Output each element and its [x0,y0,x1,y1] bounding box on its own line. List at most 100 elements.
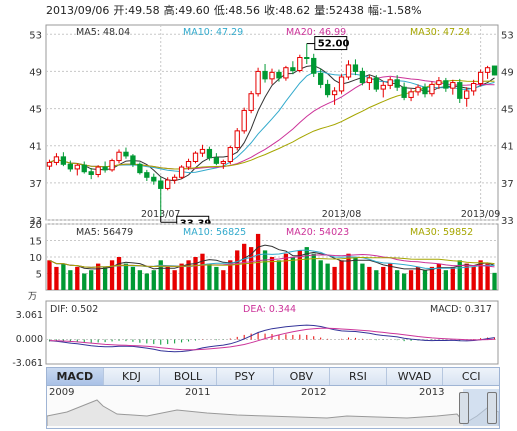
candle-body [401,86,407,98]
candle-body [165,179,171,189]
candlestick [380,81,386,98]
volume-ma5-line [49,244,495,271]
volume-bar [193,257,198,290]
candlestick [290,61,296,75]
candlestick [130,154,136,168]
tab-psy[interactable]: PSY [217,368,274,385]
candle-body [429,83,435,95]
candlestick [415,84,421,96]
candlestick [53,153,60,166]
volume-bar [374,270,379,290]
stock-quote-header: 2013/09/06 开:49.58 高:49.60 低:48.56 收:48.62 量:… [46,2,506,18]
volume-bars [47,233,497,290]
candlestick [234,128,240,151]
volume-bar [130,266,136,290]
candlestick [220,159,226,169]
volume-bar [422,270,428,290]
volume-bar [478,260,483,290]
indicator-tabs: MACD KDJ BOLL PSY OBV RSI WVAD CCI [46,367,500,386]
candlestick [123,147,129,159]
volume-y-tick-label: 15 [29,237,42,248]
macd-y-tick-zero: 0.000 [16,334,43,345]
volume-bar [429,266,435,290]
candle-body [241,109,247,132]
candle-body [457,82,463,99]
candlestick [165,177,171,191]
volume-bar [200,253,205,290]
candle-body [199,148,206,154]
time-range-navigator[interactable]: 2009 2011 2012 2013 [46,385,500,429]
candle-body [359,70,366,84]
candlestick [241,107,247,134]
candlestick [262,64,268,83]
candle-body [311,57,317,74]
volume-bar [242,243,247,290]
volume-bar [485,263,490,290]
candle-body [408,91,414,98]
volume-bar [290,257,296,290]
volume-bar [269,257,275,290]
candlestick [213,153,220,166]
candlestick [429,81,435,97]
volume-y-tick-label: 5 [36,270,42,281]
candlestick [144,169,150,181]
volume-bar [395,270,400,290]
candle-body [144,172,150,178]
candlestick [199,144,206,157]
candlestick [373,75,379,92]
candlestick [269,68,275,85]
volume-bar [214,266,219,290]
volume-bar [235,250,240,290]
volume-bar [297,250,302,290]
navigator-right-handle[interactable] [487,392,497,424]
candlestick [464,87,470,107]
candlestick [338,74,345,94]
macd-dea-label: DEA: 0.344 [243,304,296,315]
candle-body [137,163,143,174]
volume-bar [353,257,358,290]
volume-bar [61,263,66,290]
candlestick [366,75,373,90]
candle-body [53,156,60,163]
volume-y-tick-label: 20 [29,220,42,231]
price-y-tick-label: 33 [501,216,514,227]
volume-bar [492,272,497,290]
volume-bar [89,270,94,290]
volume-bar [471,266,476,290]
candle-body [450,82,456,89]
navigator-year-label: 2013 [419,387,445,398]
tab-wvad[interactable]: WVAD [387,368,444,385]
volume-y-ticks: 20 15 10 5 [29,220,42,281]
candle-body [185,161,192,168]
navigator-year-label: 2009 [49,387,75,398]
candle-body [269,71,275,80]
candle-body [276,71,282,79]
price-y-tick-label: 41 [29,142,42,153]
volume-bar [457,260,462,290]
volume-bar [346,253,351,290]
candlestick [255,67,261,97]
quote-open: 开:49.58 [113,4,160,17]
navigator-left-handle[interactable] [459,392,469,424]
volume-bar [116,257,122,290]
candle-body [283,67,289,79]
quote-date: 2013/09/06 [46,4,110,17]
volume-bar [165,266,170,290]
candle-body [151,176,157,182]
tab-kdj[interactable]: KDJ [104,368,161,385]
candlestick [60,152,67,167]
tab-obv[interactable]: OBV [274,368,331,385]
tab-rsi[interactable]: RSI [330,368,387,385]
tab-boll[interactable]: BOLL [160,368,217,385]
candle-body [171,176,178,181]
candle-body [352,64,359,72]
candlestick [185,158,192,170]
candle-body [331,90,338,96]
volume-unit: 万 [28,292,37,302]
volume-bar [109,260,115,290]
tab-cci[interactable]: CCI [461,370,481,383]
volume-bar [464,263,469,290]
volume-bar [339,260,344,290]
tab-macd[interactable]: MACD [47,368,104,385]
candle-body [116,151,122,162]
